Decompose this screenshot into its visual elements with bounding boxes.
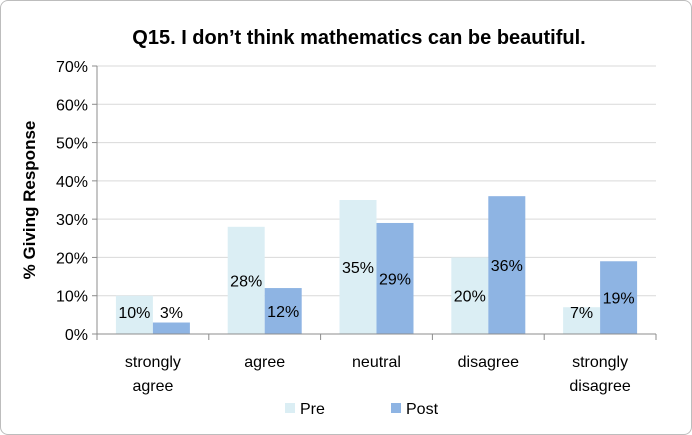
bar-pre [451, 257, 489, 334]
bar-post [152, 322, 190, 334]
x-category-label: disagree [458, 354, 519, 371]
y-tick-label: 30% [56, 212, 88, 229]
bar-pre [339, 200, 377, 334]
y-tick-label: 20% [56, 250, 88, 267]
data-label-pre: 28% [230, 273, 262, 290]
y-tick-label: 10% [56, 289, 88, 306]
data-label-post: 12% [267, 304, 299, 321]
x-category-label: strongly [125, 354, 181, 371]
x-category-label: neutral [352, 354, 401, 371]
data-label-post: 19% [603, 291, 635, 308]
y-tick-label: 70% [56, 59, 88, 76]
legend-label-post: Post [406, 401, 439, 418]
data-label-post: 36% [491, 258, 523, 275]
data-label-pre: 20% [454, 289, 486, 306]
legend-label-pre: Pre [300, 401, 325, 418]
bar-pre [227, 226, 265, 334]
legend-swatch-pre [285, 403, 295, 413]
data-labels: 10% 28% 35% 20% 7% 3% 12% 29% 36% 19% [118, 258, 634, 322]
bar-post [264, 288, 302, 334]
chart-title: Q15. I don’t think mathematics can be be… [132, 27, 585, 49]
bar-pre [115, 295, 153, 334]
x-category-label: agree [132, 378, 173, 395]
y-tick-label: 0% [65, 327, 88, 344]
bar-post [488, 196, 526, 334]
data-label-pre: 10% [118, 305, 150, 322]
legend: Pre Post [285, 401, 439, 418]
bar-post [376, 222, 414, 334]
x-category-label: strongly [572, 354, 628, 371]
x-category-label: disagree [569, 378, 630, 395]
y-tick-labels: 0% 10% 20% 30% 40% 50% 60% 70% [56, 59, 88, 344]
y-axis-label: % Giving Response [20, 121, 39, 280]
x-category-label: agree [244, 354, 285, 371]
y-tick-label: 40% [56, 174, 88, 191]
data-label-post: 29% [379, 271, 411, 288]
bar-post [600, 261, 638, 334]
data-label-pre: 7% [570, 305, 593, 322]
y-tick-label: 50% [56, 136, 88, 153]
y-tick-label: 60% [56, 97, 88, 114]
x-category-labels: strongly agree agree neutral disagree strongl… [125, 354, 631, 395]
data-label-pre: 35% [342, 260, 374, 277]
axes [96, 66, 657, 340]
legend-swatch-post [391, 403, 401, 413]
bars [115, 196, 638, 334]
data-label-post: 3% [160, 305, 183, 322]
bar-pre [563, 307, 601, 334]
